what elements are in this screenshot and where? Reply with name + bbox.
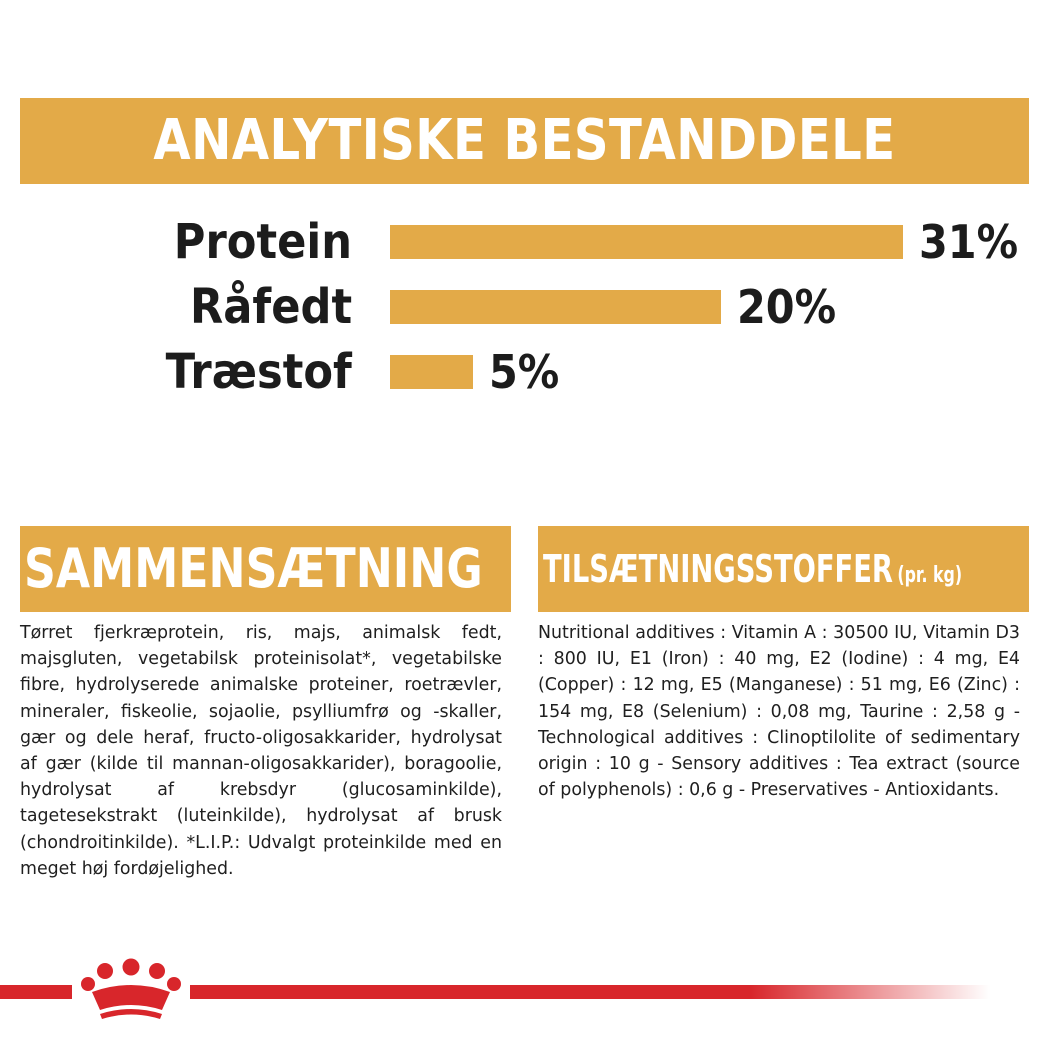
additives-title-suffix: (pr. kg) [897,563,963,588]
page-title: ANALYTISKE BESTANDDELE [153,108,896,173]
category-label: Råfedt [189,279,352,335]
additives-text: Nutritional additives : Vitamin A : 3050… [538,623,1020,801]
composition-title: SAMMENSÆTNING [24,537,483,600]
footer-line-right [190,985,990,999]
footer-line-left [0,985,72,999]
value-label: 31% [919,215,1019,269]
composition-header: SAMMENSÆTNING [20,526,511,612]
category-label: Protein [173,214,352,270]
category-label: Træstof [165,344,352,400]
bar [390,290,721,324]
royal-canin-logo-icon [81,958,181,1019]
value-label: 5% [488,345,560,399]
additives-title: TILSÆTNINGSSTOFFER [543,547,894,591]
value-label: 20% [737,280,837,334]
composition-text: Tørret fjerkræprotein, ris, majs, animal… [20,623,502,879]
header-banner: ANALYTISKE BESTANDDELE [20,98,1029,184]
additives-header: TILSÆTNINGSSTOFFER (pr. kg) [538,526,1029,612]
additives-title-wrap: TILSÆTNINGSSTOFFER (pr. kg) [543,526,962,612]
bar [390,225,904,259]
bar [390,355,473,389]
